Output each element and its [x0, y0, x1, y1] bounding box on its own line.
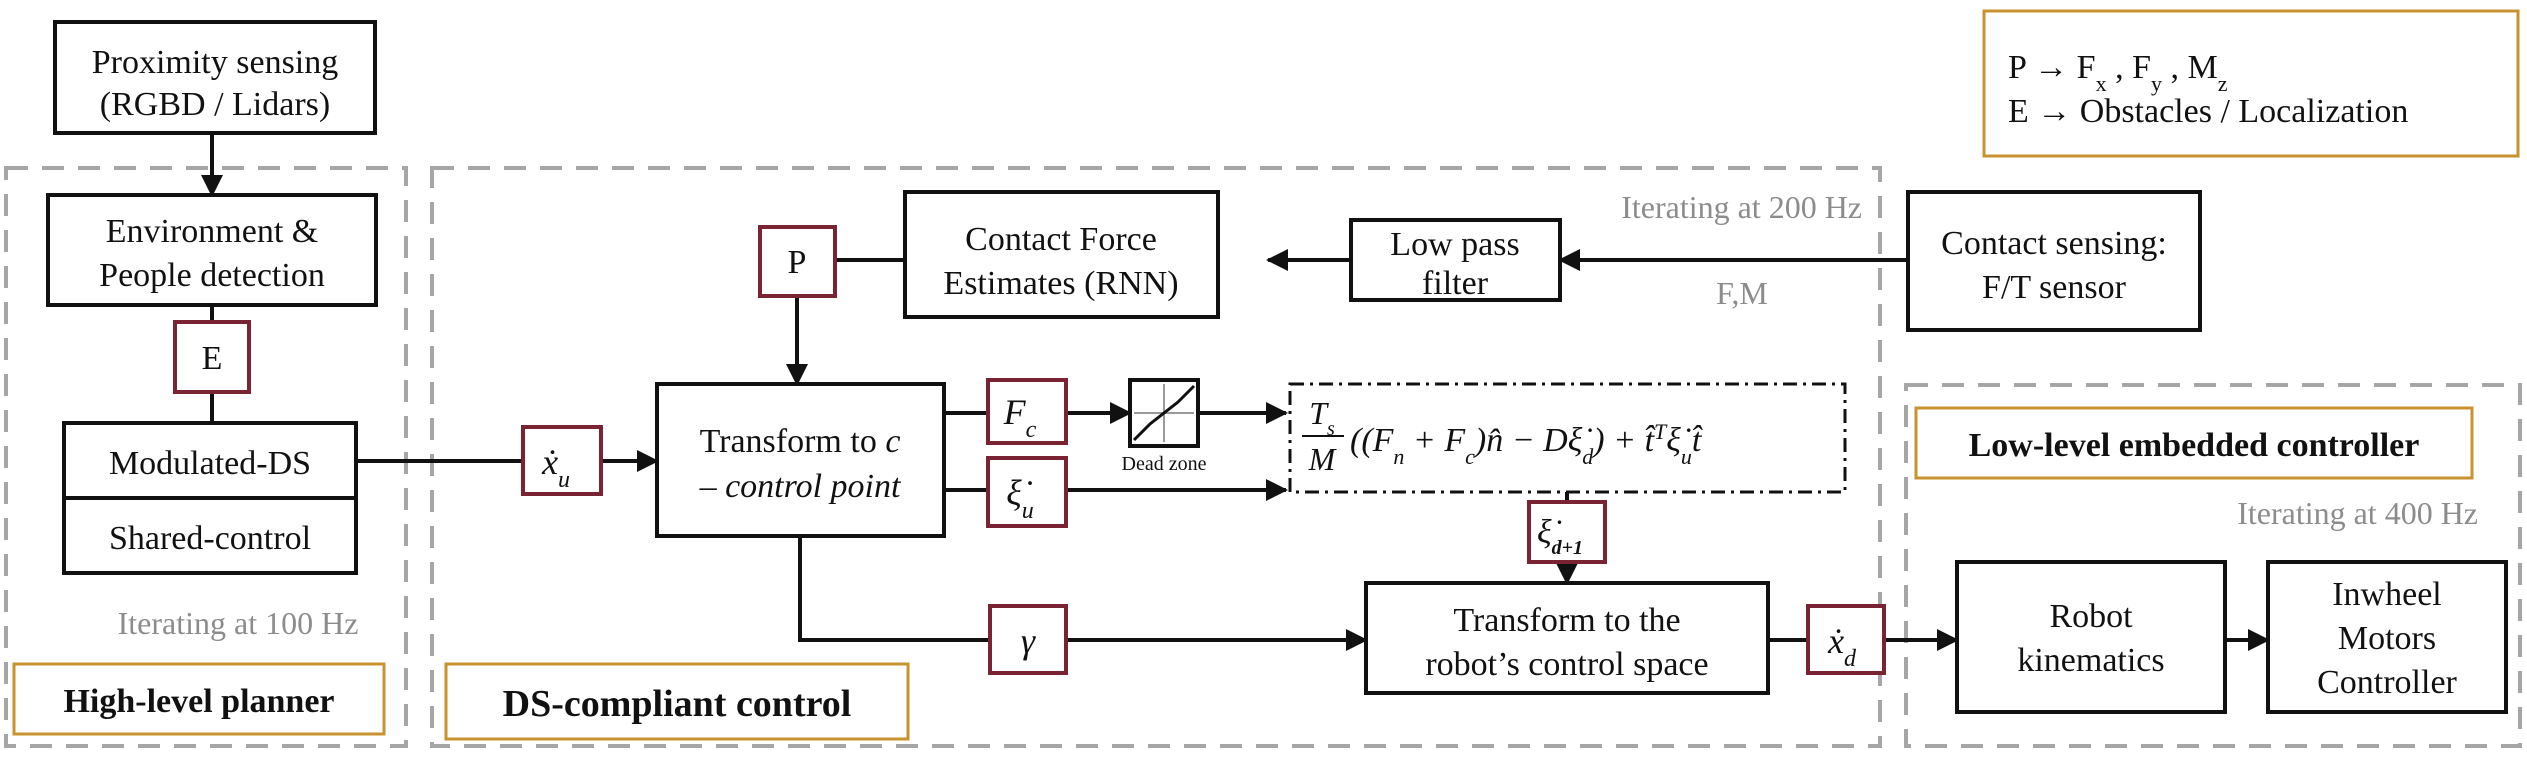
- svg-text:γ: γ: [1021, 621, 1036, 661]
- svg-text:ẋu: ẋu: [541, 442, 570, 493]
- formula: Ts M ((Fn + Fc)n̂ − Dξ̇d) + t̂Tξ̇ut̂: [1302, 395, 1703, 477]
- legend-box: [1982, 9, 2520, 158]
- proximity-line2: (RGBD / Lidars): [100, 86, 330, 123]
- svg-text:Modulated-DS: Modulated-DS: [109, 445, 311, 482]
- environment-line1: Environment &: [106, 213, 318, 250]
- robot-kin-line1: Robot: [2049, 598, 2133, 635]
- svg-text:Fc: Fc: [1003, 392, 1037, 443]
- p-tag: P: [758, 225, 837, 298]
- transform-c-line1: Transform to c: [700, 423, 901, 460]
- motors-line2: Motors: [2338, 620, 2436, 657]
- low-level-group: [1904, 383, 2522, 748]
- dead-zone-label: Dead zone: [1122, 453, 1207, 475]
- high-level-label-box: [12, 662, 386, 736]
- robot-kinematics-box: Robot kinematics: [1955, 560, 2227, 714]
- low-level-label: Low-level embedded controller: [1969, 427, 2420, 464]
- environment-line2: People detection: [99, 257, 325, 294]
- ds-label: DS-compliant control: [503, 683, 852, 725]
- ds-label-box: [444, 662, 910, 741]
- ds-control-group: [430, 166, 1882, 748]
- high-level-iteration: Iterating at 100 Hz: [118, 605, 359, 641]
- svg-text:Shared-control: Shared-control: [109, 520, 311, 557]
- svg-text:ẋd: ẋd: [1827, 621, 1857, 672]
- transform-c-box: Transform to c – control point: [655, 382, 946, 538]
- contact-force-box: Contact Force Estimates (RNN): [903, 190, 1220, 319]
- formula-ts: Ts: [1309, 395, 1335, 440]
- contact-sensing-line2: F/T sensor: [1982, 269, 2127, 306]
- transform-c-line2: – control point: [699, 468, 902, 505]
- contact-sensing-line1: Contact sensing:: [1941, 225, 2167, 262]
- proximity-sensing-box: Proximity sensing (RGBD / Lidars): [53, 20, 377, 135]
- modulated-ds-box: Modulated-DS: [62, 421, 358, 500]
- high-level-label: High-level planner: [63, 683, 334, 720]
- svg-text:P: P: [788, 244, 807, 281]
- environment-detection-box: Environment & People detection: [46, 193, 378, 307]
- formula-box: [1288, 382, 1847, 494]
- low-pass-line2: filter: [1422, 265, 1489, 302]
- xi-u-tag: ξ̇u: [986, 456, 1068, 528]
- fm-label: F,M: [1716, 275, 1768, 311]
- low-level-label-box: [1914, 406, 2474, 480]
- legend-line1: P → Fx , Fy , Mz: [2008, 49, 2228, 96]
- motors-controller-box: Inwheel Motors Controller: [2266, 560, 2508, 714]
- low-pass-line1: Low pass: [1390, 226, 1519, 263]
- line-transform-c-to-gamma: [798, 536, 990, 642]
- dead-zone-block: [1128, 378, 1200, 448]
- e-tag: E: [173, 320, 251, 394]
- transform-robot-line2: robot’s control space: [1425, 646, 1708, 683]
- low-level-iteration: Iterating at 400 Hz: [2237, 495, 2478, 531]
- high-level-group: [4, 166, 408, 748]
- svg-text:E: E: [202, 340, 223, 377]
- transform-robot-box: Transform to the robot’s control space: [1364, 581, 1770, 695]
- xu-tag: ẋu: [521, 425, 603, 496]
- contact-force-line1: Contact Force: [965, 221, 1157, 258]
- xd-tag: ẋd: [1806, 604, 1886, 675]
- formula-body: ((Fn + Fc)n̂ − Dξ̇d) + t̂Tξ̇ut̂: [1350, 419, 1703, 469]
- shared-control-box: Shared-control: [62, 496, 358, 575]
- motors-line3: Controller: [2317, 664, 2457, 701]
- legend-line2: E → Obstacles / Localization: [2008, 93, 2408, 130]
- contact-force-line2: Estimates (RNN): [943, 265, 1178, 302]
- robot-kin-line2: kinematics: [2017, 642, 2164, 679]
- low-pass-filter-box: Low pass filter: [1349, 218, 1562, 302]
- ds-iteration: Iterating at 200 Hz: [1621, 189, 1862, 225]
- fc-tag: Fc: [986, 378, 1068, 445]
- proximity-line1: Proximity sensing: [92, 44, 339, 81]
- gamma-tag: γ: [988, 604, 1068, 675]
- contact-sensing-box: Contact sensing: F/T sensor: [1906, 190, 2202, 332]
- xi-d1-tag: ξ̇d+1: [1527, 500, 1607, 564]
- transform-robot-line1: Transform to the: [1453, 602, 1680, 639]
- motors-line1: Inwheel: [2332, 576, 2442, 613]
- formula-m: M: [1308, 441, 1338, 477]
